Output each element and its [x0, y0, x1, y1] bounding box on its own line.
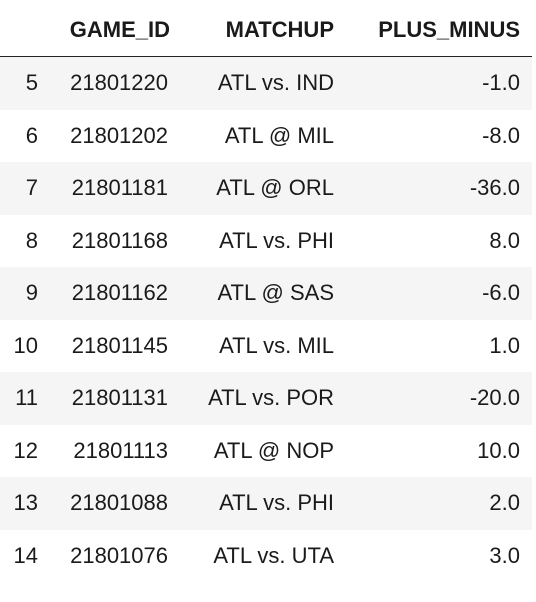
- row-index: 11: [0, 372, 50, 425]
- cell-plus-minus: 3.0: [348, 529, 532, 582]
- table-row: 9 21801162 ATL @ SAS -6.0: [0, 267, 532, 320]
- cell-game-id: 21801131: [50, 372, 182, 425]
- row-index: 8: [0, 214, 50, 267]
- cell-game-id: 21801181: [50, 162, 182, 215]
- table-row: 13 21801088 ATL vs. PHI 2.0: [0, 477, 532, 530]
- cell-plus-minus: -36.0: [348, 162, 532, 215]
- row-index: 6: [0, 109, 50, 162]
- header-row: GAME_ID MATCHUP PLUS_MINUS: [0, 4, 532, 57]
- cell-matchup: ATL @ NOP: [182, 424, 348, 477]
- cell-plus-minus: 2.0: [348, 477, 532, 530]
- cell-game-id: 21801088: [50, 477, 182, 530]
- table-row: 5 21801220 ATL vs. IND -1.0: [0, 56, 532, 110]
- row-index: 10: [0, 319, 50, 372]
- cell-matchup: ATL vs. PHI: [182, 477, 348, 530]
- table-row: 12 21801113 ATL @ NOP 10.0: [0, 424, 532, 477]
- cell-plus-minus: 8.0: [348, 214, 532, 267]
- row-index: 5: [0, 56, 50, 110]
- header-plus-minus: PLUS_MINUS: [348, 4, 532, 57]
- cell-game-id: 21801220: [50, 56, 182, 110]
- cell-plus-minus: -20.0: [348, 372, 532, 425]
- data-table: GAME_ID MATCHUP PLUS_MINUS 5 21801220 AT…: [0, 4, 532, 582]
- table-body: 5 21801220 ATL vs. IND -1.0 6 21801202 A…: [0, 56, 532, 582]
- table-row: 8 21801168 ATL vs. PHI 8.0: [0, 214, 532, 267]
- cell-game-id: 21801168: [50, 214, 182, 267]
- cell-matchup: ATL @ MIL: [182, 109, 348, 162]
- header-matchup: MATCHUP: [182, 4, 348, 57]
- cell-plus-minus: -1.0: [348, 56, 532, 110]
- cell-matchup: ATL @ SAS: [182, 267, 348, 320]
- cell-matchup: ATL vs. MIL: [182, 319, 348, 372]
- row-index: 7: [0, 162, 50, 215]
- cell-matchup: ATL vs. POR: [182, 372, 348, 425]
- table-row: 10 21801145 ATL vs. MIL 1.0: [0, 319, 532, 372]
- cell-matchup: ATL vs. PHI: [182, 214, 348, 267]
- cell-game-id: 21801202: [50, 109, 182, 162]
- cell-plus-minus: -6.0: [348, 267, 532, 320]
- table-row: 11 21801131 ATL vs. POR -20.0: [0, 372, 532, 425]
- cell-plus-minus: -8.0: [348, 109, 532, 162]
- cell-game-id: 21801076: [50, 529, 182, 582]
- cell-game-id: 21801145: [50, 319, 182, 372]
- cell-matchup: ATL vs. UTA: [182, 529, 348, 582]
- table-row: 7 21801181 ATL @ ORL -36.0: [0, 162, 532, 215]
- row-index: 14: [0, 529, 50, 582]
- row-index: 12: [0, 424, 50, 477]
- table-row: 6 21801202 ATL @ MIL -8.0: [0, 109, 532, 162]
- table-header: GAME_ID MATCHUP PLUS_MINUS: [0, 4, 532, 57]
- cell-matchup: ATL @ ORL: [182, 162, 348, 215]
- cell-matchup: ATL vs. IND: [182, 56, 348, 110]
- table-row: 14 21801076 ATL vs. UTA 3.0: [0, 529, 532, 582]
- cell-plus-minus: 10.0: [348, 424, 532, 477]
- row-index: 13: [0, 477, 50, 530]
- cell-plus-minus: 1.0: [348, 319, 532, 372]
- header-game-id: GAME_ID: [50, 4, 182, 57]
- cell-game-id: 21801113: [50, 424, 182, 477]
- row-index: 9: [0, 267, 50, 320]
- header-index: [0, 4, 50, 57]
- cell-game-id: 21801162: [50, 267, 182, 320]
